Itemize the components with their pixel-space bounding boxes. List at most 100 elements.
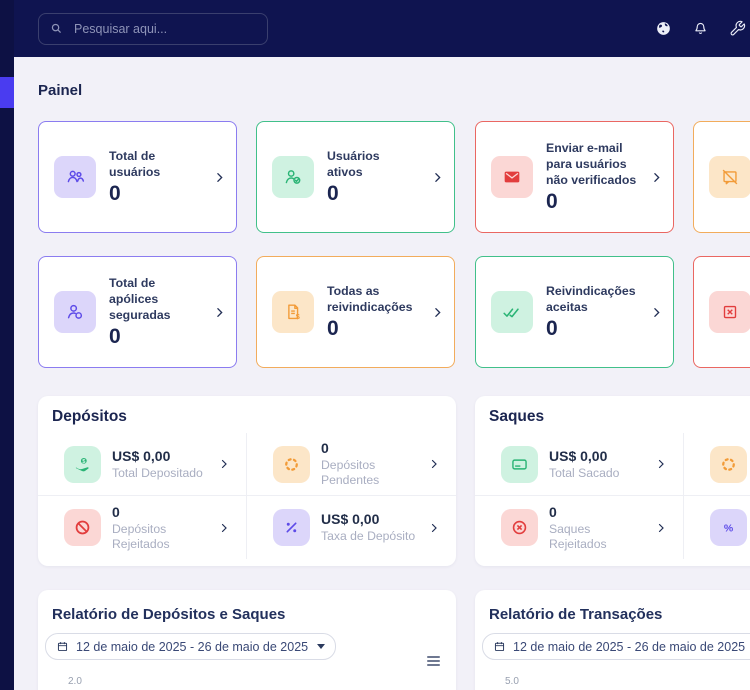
spinner-icon — [273, 445, 310, 483]
stat-card-label: Total de usuários — [109, 148, 161, 179]
stat-card-all-claims[interactable]: $ Todas as reivindicações 0 — [256, 256, 455, 368]
withdrawals-pending-item[interactable]: 0 Saques Pendentes — [684, 433, 750, 496]
svg-text:$: $ — [82, 458, 86, 464]
chevron-right-icon — [435, 307, 441, 317]
stat-card-value: 0 — [109, 182, 121, 206]
date-range-picker[interactable]: 12 de maio de 2025 - 26 de maio de 2025 — [45, 633, 337, 660]
date-range-text: 12 de maio de 2025 - 26 de maio de 2025 — [513, 639, 746, 654]
chevron-right-icon — [654, 172, 660, 182]
stat-label: Saques Rejeitados — [549, 521, 607, 551]
withdrawals-fee-item[interactable]: % US$ 0,00 Taxa de Saque — [684, 496, 750, 559]
stat-card-value: 0 — [546, 317, 558, 341]
main-content: Painel Total de usuários 0 — [14, 57, 750, 690]
user-check-icon — [272, 156, 314, 198]
stat-card-value: 0 — [327, 182, 339, 206]
stat-value: 0 — [321, 440, 329, 457]
document-dollar-icon: $ — [272, 291, 314, 333]
withdrawals-grid: US$ 0,00 Total Sacado 0 Saques Pendentes — [475, 433, 750, 559]
y-axis-tick: 2.0 — [68, 676, 82, 687]
notifications-bell-icon[interactable] — [690, 19, 710, 39]
stat-card-total-users[interactable]: Total de usuários 0 — [38, 121, 237, 233]
report-title: Relatório de Transações — [489, 606, 663, 623]
date-range-picker[interactable]: 12 de maio de 2025 - 26 de maio de 2025 — [482, 633, 750, 660]
svg-text:%: % — [724, 522, 734, 534]
deposits-grid: $ US$ 0,00 Total Depositado — [38, 433, 456, 559]
search-input[interactable] — [72, 20, 257, 37]
double-check-icon — [491, 291, 533, 333]
chart-menu-icon[interactable] — [427, 656, 440, 666]
sidebar-nav-rail[interactable] — [0, 0, 14, 690]
transactions-report-card: Relatório de Transações 12 de maio de 20… — [475, 590, 750, 690]
credit-card-icon — [501, 445, 538, 483]
stat-card-active-users[interactable]: Usuários ativos 0 — [256, 121, 455, 233]
deposits-rejected-item[interactable]: 0 Depósitos Rejeitados — [38, 496, 247, 559]
withdrawals-panel-title: Saques — [489, 408, 545, 425]
stat-card-value: 0 — [546, 190, 558, 214]
withdrawals-total-item[interactable]: US$ 0,00 Total Sacado — [475, 433, 684, 496]
svg-text:$: $ — [296, 312, 300, 321]
deposits-total-item[interactable]: $ US$ 0,00 Total Depositado — [38, 433, 247, 496]
stat-label: Total Sacado — [549, 465, 620, 480]
stat-card-clipped-right-2[interactable] — [693, 256, 750, 368]
hand-dollar-icon: $ — [64, 445, 101, 483]
settings-wrench-icon[interactable] — [727, 19, 747, 39]
deposits-pending-item[interactable]: 0 Depósitos Pendentes — [247, 433, 456, 496]
spinner-icon — [710, 445, 747, 483]
withdrawals-panel: Saques US$ 0,00 Total Sacado — [475, 396, 750, 566]
stat-card-total-policies[interactable]: Total de apólices seguradas 0 — [38, 256, 237, 368]
chevron-down-icon — [317, 644, 326, 649]
chevron-right-icon — [654, 307, 660, 317]
sidebar-active-item[interactable] — [0, 77, 14, 108]
chevron-right-icon — [217, 172, 223, 182]
stat-card-value: 0 — [109, 325, 121, 349]
stat-label: Depósitos Rejeitados — [112, 521, 170, 551]
mail-icon — [491, 156, 533, 198]
chevron-right-icon — [217, 307, 223, 317]
chevron-right-icon — [221, 523, 227, 532]
stat-value: US$ 0,00 — [112, 447, 171, 464]
topbar — [14, 0, 750, 57]
stat-card-accepted-claims[interactable]: Reivindicações aceitas 0 — [475, 256, 674, 368]
deposits-withdrawals-report-card: Relatório de Depósitos e Saques 12 de ma… — [38, 590, 456, 690]
stat-label: Taxa de Depósito — [321, 529, 416, 544]
stat-card-email-unverified[interactable]: Enviar e-mail para usuários não verifica… — [475, 121, 674, 233]
date-range-text: 12 de maio de 2025 - 26 de maio de 2025 — [76, 639, 309, 654]
user-policy-icon — [54, 291, 96, 333]
withdrawals-rejected-item[interactable]: 0 Saques Rejeitados — [475, 496, 684, 559]
stat-value: 0 — [112, 503, 120, 520]
stat-card-label: Todas as reivindicações — [327, 283, 413, 314]
chevron-right-icon — [431, 523, 437, 532]
percent-icon: % — [710, 509, 747, 546]
deposits-panel-title: Depósitos — [52, 408, 127, 425]
chevron-right-icon — [435, 172, 441, 182]
stat-card-label: Reivindicações aceitas — [546, 283, 636, 314]
stat-card-clipped-right-1[interactable] — [693, 121, 750, 233]
stat-value: US$ 0,00 — [321, 511, 380, 528]
stat-label: Total Depositado — [112, 465, 203, 480]
chevron-right-icon — [658, 523, 664, 532]
search-icon — [49, 21, 64, 36]
stat-value: US$ 0,00 — [549, 447, 608, 464]
stat-value: 0 — [549, 503, 557, 520]
circle-x-icon — [501, 509, 538, 546]
chevron-right-icon — [658, 459, 664, 469]
calendar-icon — [56, 640, 69, 653]
search-box[interactable] — [38, 12, 268, 45]
slashed-box-icon — [709, 156, 750, 198]
stat-card-label: Enviar e-mail para usuários não verifica… — [546, 140, 637, 188]
topbar-actions — [653, 19, 750, 39]
stat-label: Depósitos Pendentes — [321, 458, 380, 487]
chevron-right-icon — [221, 459, 227, 469]
y-axis-tick: 5.0 — [505, 676, 519, 687]
stat-card-label: Total de apólices seguradas — [109, 275, 171, 323]
deposits-fee-item[interactable]: US$ 0,00 Taxa de Depósito — [247, 496, 456, 559]
x-square-icon — [709, 291, 750, 333]
stat-card-value: 0 — [327, 317, 339, 341]
chevron-right-icon — [431, 459, 437, 469]
language-globe-icon[interactable] — [653, 19, 673, 39]
report-title: Relatório de Depósitos e Saques — [52, 606, 286, 623]
calendar-icon — [493, 640, 506, 653]
deposits-panel: Depósitos $ US$ 0,00 Total Depositado — [38, 396, 456, 566]
ban-icon — [64, 509, 101, 546]
